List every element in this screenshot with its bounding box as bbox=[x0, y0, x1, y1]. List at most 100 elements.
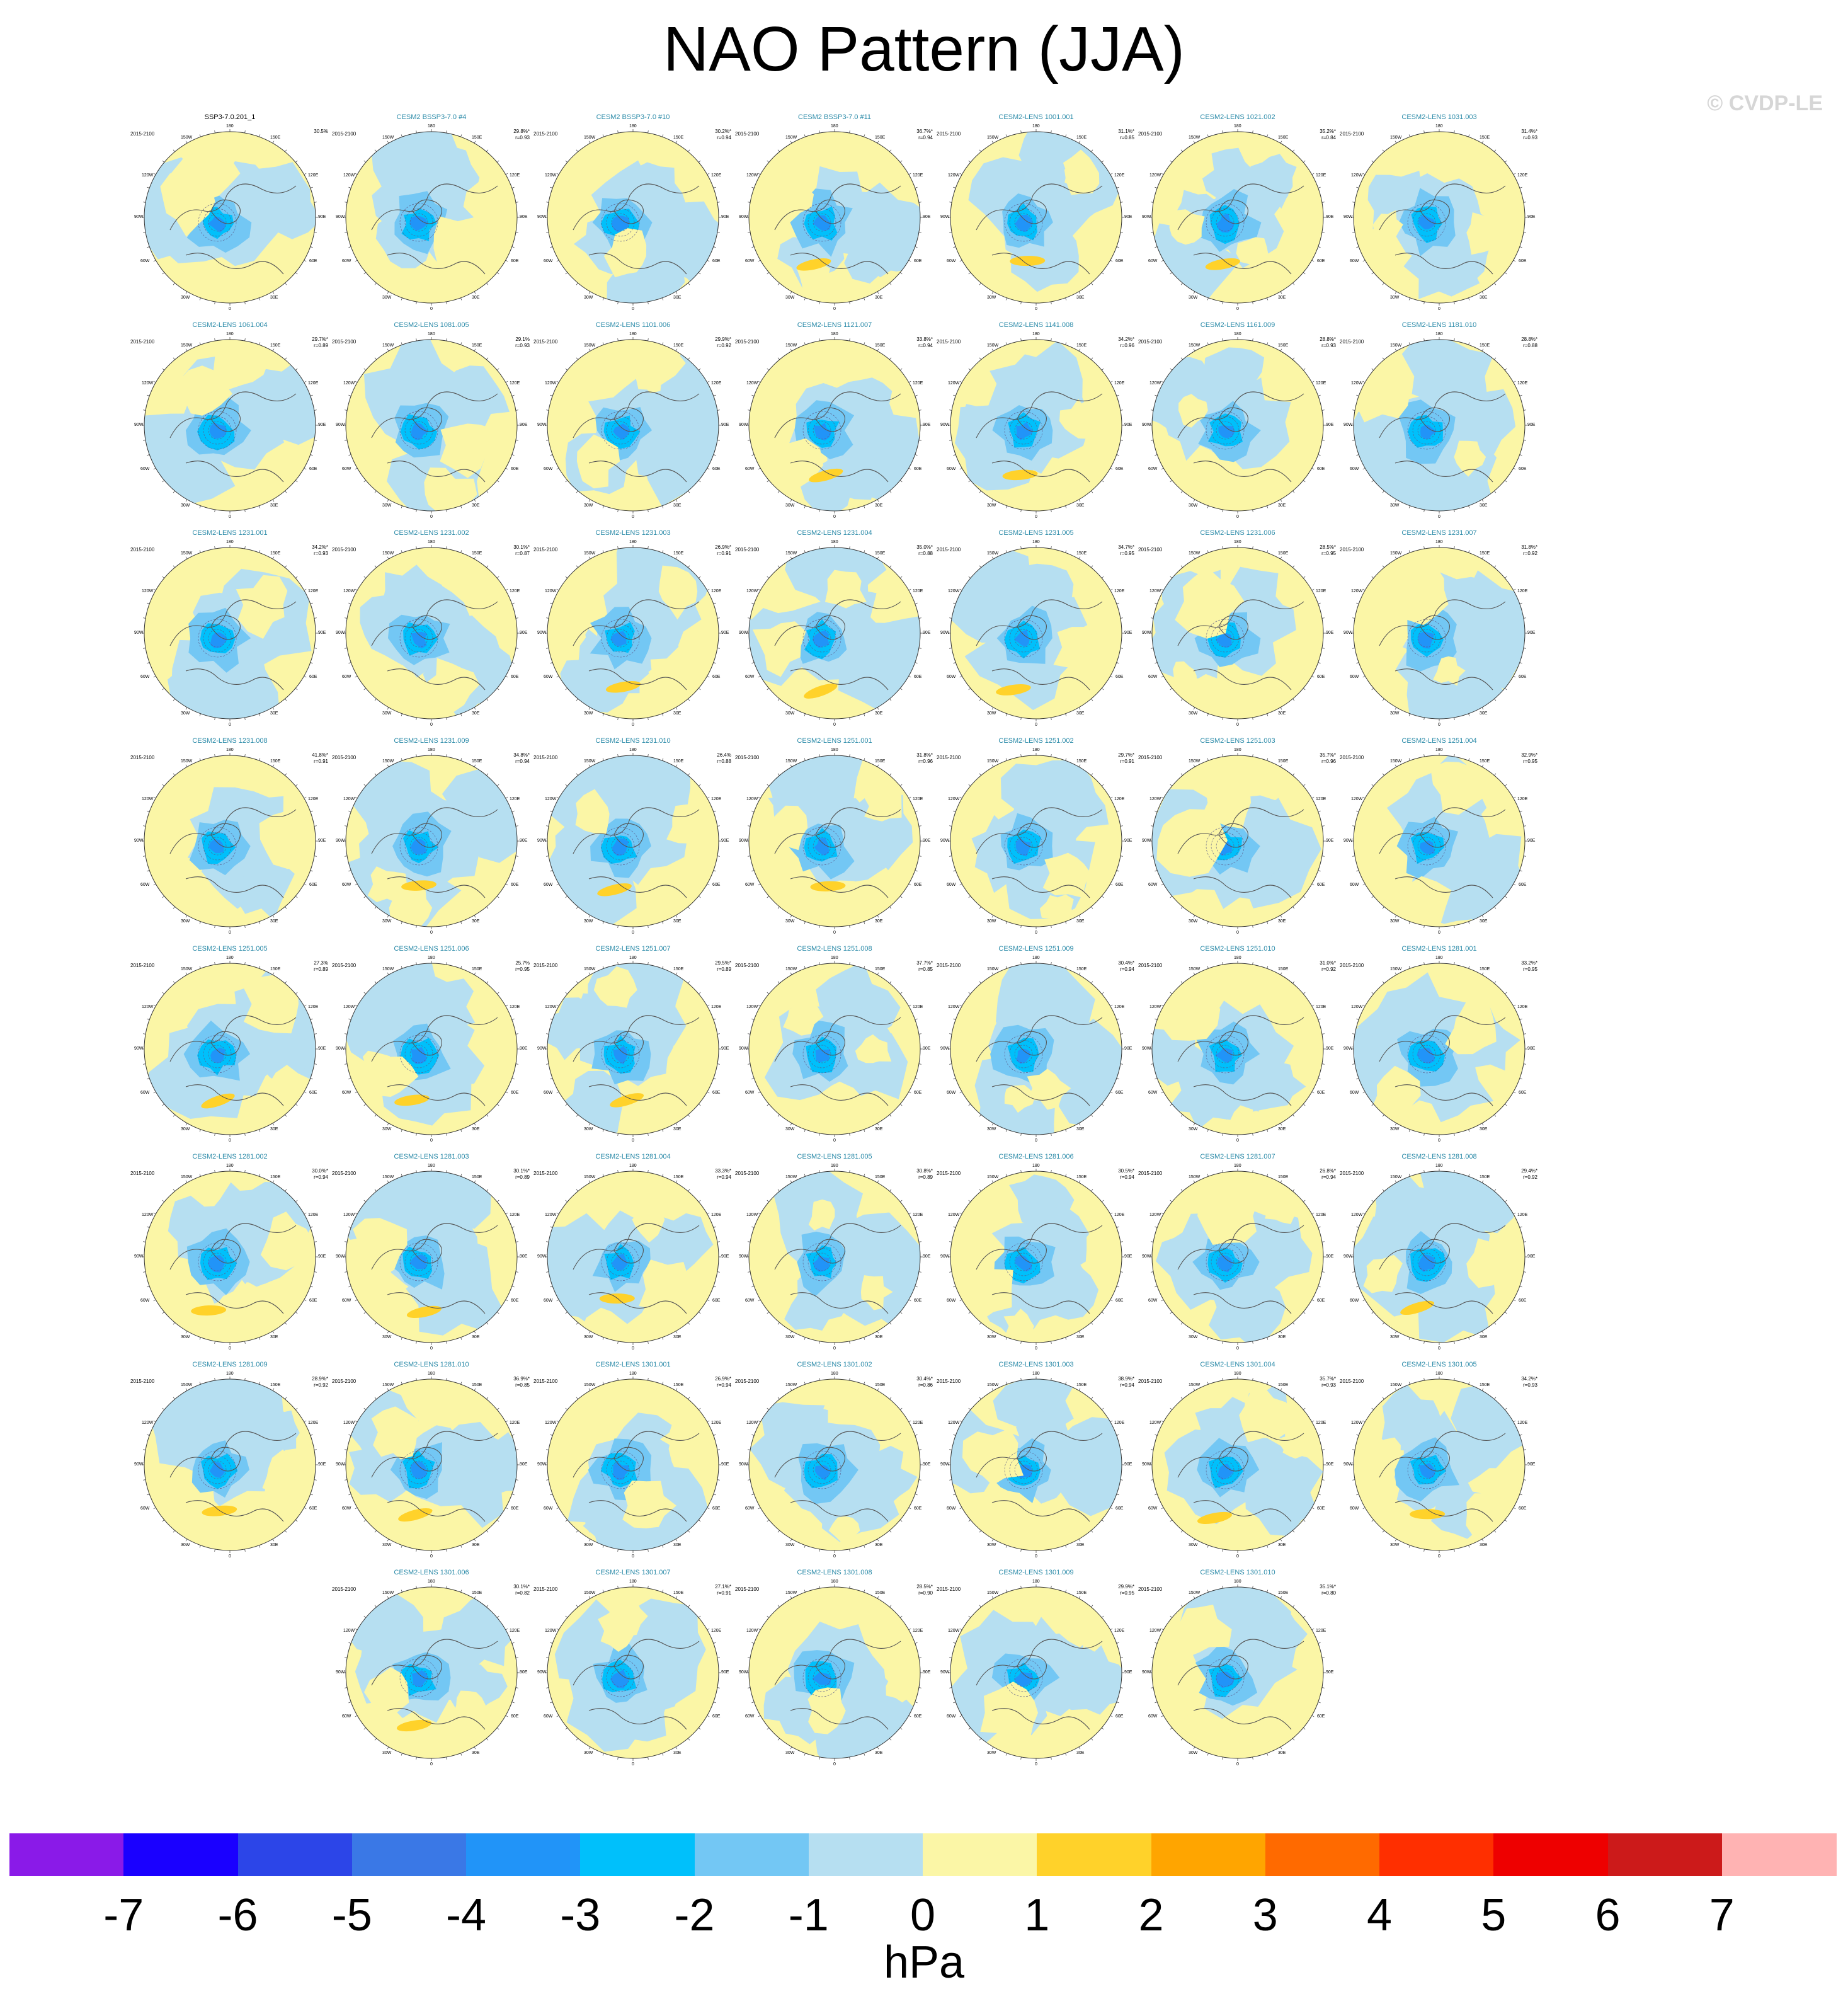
lon-label: 0 bbox=[1438, 1554, 1440, 1559]
panel-variance: 35.7%* bbox=[1320, 1376, 1336, 1382]
polar-map bbox=[746, 545, 923, 721]
lon-label: 180 bbox=[1032, 748, 1040, 752]
lon-label: 0 bbox=[430, 723, 433, 727]
panel-title: CESM2-LENS 1251.002 bbox=[998, 737, 1074, 745]
lon-label: 90E bbox=[1124, 215, 1132, 219]
lon-label: 150W bbox=[1390, 135, 1402, 140]
lon-label: 30E bbox=[270, 711, 278, 716]
lon-label: 0 bbox=[430, 1138, 433, 1143]
lon-label: 90E bbox=[1527, 1046, 1536, 1051]
polar-map bbox=[1149, 1169, 1326, 1345]
lon-label: 180 bbox=[629, 748, 637, 752]
lon-label: 0 bbox=[1438, 515, 1440, 519]
panel-title: CESM2-LENS 1181.010 bbox=[1401, 321, 1477, 329]
lon-label: 150W bbox=[584, 343, 596, 348]
polar-map bbox=[1149, 961, 1326, 1137]
colorbar-segment bbox=[580, 1833, 695, 1876]
map-panel: CESM2-LENS 1231.007 2015-2100 31.8%* r=0.92… bbox=[1338, 529, 1540, 728]
lon-label: 0 bbox=[833, 1762, 836, 1767]
lon-label: 150E bbox=[1278, 551, 1289, 556]
lon-label: 180 bbox=[1032, 1372, 1040, 1376]
lon-label: 30E bbox=[1278, 1543, 1286, 1547]
panel-period: 2015-2100 bbox=[130, 131, 155, 137]
lon-label: 0 bbox=[1236, 515, 1239, 519]
panel-period: 2015-2100 bbox=[332, 1586, 356, 1592]
lon-label: 150E bbox=[270, 135, 281, 140]
map-panel: CESM2-LENS 1281.004 2015-2100 33.3%* r=0.94… bbox=[532, 1153, 734, 1351]
lon-label: 60E bbox=[914, 467, 922, 471]
lon-label: 150E bbox=[270, 343, 281, 348]
panel-variance: 29.1% bbox=[515, 336, 530, 342]
panel-period: 2015-2100 bbox=[332, 963, 356, 968]
polar-map bbox=[948, 129, 1124, 306]
lon-label: 120W bbox=[343, 797, 355, 801]
map-panel: CESM2-LENS 1281.006 2015-2100 30.5%* r=0.94… bbox=[935, 1153, 1137, 1351]
polar-map bbox=[1351, 961, 1527, 1137]
map-panel: CESM2-LENS 1251.008 2015-2100 37.7%* r=0.85… bbox=[734, 945, 935, 1143]
lon-label: 60W bbox=[544, 1714, 553, 1719]
map-panel: CESM2-LENS 1061.004 2015-2100 29.7%* r=0.89… bbox=[129, 321, 331, 520]
lon-label: 30E bbox=[875, 1543, 883, 1547]
polar-map bbox=[1351, 129, 1527, 306]
lon-label: 120E bbox=[510, 1421, 520, 1425]
panel-period: 2015-2100 bbox=[1340, 1171, 1364, 1176]
map-panel: CESM2-LENS 1001.001 2015-2100 31.1%* r=0.85… bbox=[935, 113, 1137, 312]
panel-variance: 31.4%* bbox=[1521, 129, 1537, 134]
lon-label: 90W bbox=[537, 631, 547, 635]
panel-variance: 34.8%* bbox=[513, 752, 530, 758]
lon-label: 90E bbox=[1527, 215, 1536, 219]
map-panel: SSP3-7.0.201_1 2015-2100 30.5% 180 0 150W 150E… bbox=[129, 113, 331, 312]
lon-label: 60W bbox=[342, 1506, 351, 1511]
lon-label: 0 bbox=[1035, 1346, 1037, 1351]
lon-label: 120W bbox=[1351, 173, 1363, 178]
polar-map bbox=[545, 961, 721, 1137]
panel-variance: 30.4%* bbox=[916, 1376, 933, 1382]
map-panel: CESM2-LENS 1281.005 2015-2100 30.8%* r=0.89… bbox=[734, 1153, 935, 1351]
map-panel: CESM2-LENS 1301.002 2015-2100 30.4%* r=0.86… bbox=[734, 1361, 935, 1559]
polar-map bbox=[343, 1169, 520, 1345]
lon-label: 60E bbox=[309, 883, 317, 887]
panel-period: 2015-2100 bbox=[130, 1171, 155, 1176]
lon-label: 60W bbox=[1148, 467, 1158, 471]
lon-label: 30E bbox=[673, 1335, 682, 1339]
map-panel: CESM2-LENS 1231.008 2015-2100 41.8%* r=0.91… bbox=[129, 737, 331, 936]
lon-label: 150E bbox=[875, 135, 886, 140]
lon-label: 30E bbox=[673, 295, 682, 300]
lon-label: 120E bbox=[308, 1421, 319, 1425]
lon-label: 150W bbox=[1189, 135, 1201, 140]
lon-label: 30W bbox=[181, 711, 190, 716]
lon-label: 180 bbox=[1234, 124, 1241, 129]
lon-label: 0 bbox=[632, 1138, 634, 1143]
lon-label: 30W bbox=[987, 503, 996, 508]
lon-label: 180 bbox=[831, 1372, 838, 1376]
lon-label: 150W bbox=[382, 343, 394, 348]
panel-period: 2015-2100 bbox=[735, 131, 760, 137]
map-panel: CESM2-LENS 1231.002 2015-2100 30.1%* r=0.87… bbox=[331, 529, 532, 728]
lon-label: 120W bbox=[948, 173, 960, 178]
lon-label: 90E bbox=[1326, 215, 1334, 219]
lon-label: 30E bbox=[875, 1335, 883, 1339]
lon-label: 60E bbox=[914, 259, 922, 263]
lon-label: 60W bbox=[745, 1714, 755, 1719]
lon-label: 180 bbox=[1032, 1579, 1040, 1584]
lon-label: 30W bbox=[785, 1127, 795, 1132]
polar-map bbox=[1149, 1377, 1326, 1553]
lon-label: 0 bbox=[833, 1346, 836, 1351]
lon-label: 60E bbox=[309, 1091, 317, 1095]
lon-label: 150W bbox=[584, 551, 596, 556]
lon-label: 120W bbox=[746, 797, 758, 801]
lon-label: 150E bbox=[1278, 343, 1289, 348]
lon-label: 30E bbox=[270, 1127, 278, 1132]
lon-label: 90E bbox=[1124, 631, 1132, 635]
panel-title: CESM2-LENS 1001.001 bbox=[998, 113, 1074, 121]
lon-label: 120E bbox=[1316, 381, 1326, 386]
lon-label: 120W bbox=[343, 1213, 355, 1217]
lon-label: 90E bbox=[1326, 1670, 1334, 1675]
lon-label: 120W bbox=[545, 589, 557, 593]
lon-label: 60W bbox=[947, 1506, 956, 1511]
lon-label: 60W bbox=[947, 1298, 956, 1303]
lon-label: 30E bbox=[875, 711, 883, 716]
lon-label: 120E bbox=[1114, 1629, 1125, 1633]
panel-variance: 26.4% bbox=[717, 752, 731, 758]
lon-label: 90W bbox=[1142, 631, 1151, 635]
